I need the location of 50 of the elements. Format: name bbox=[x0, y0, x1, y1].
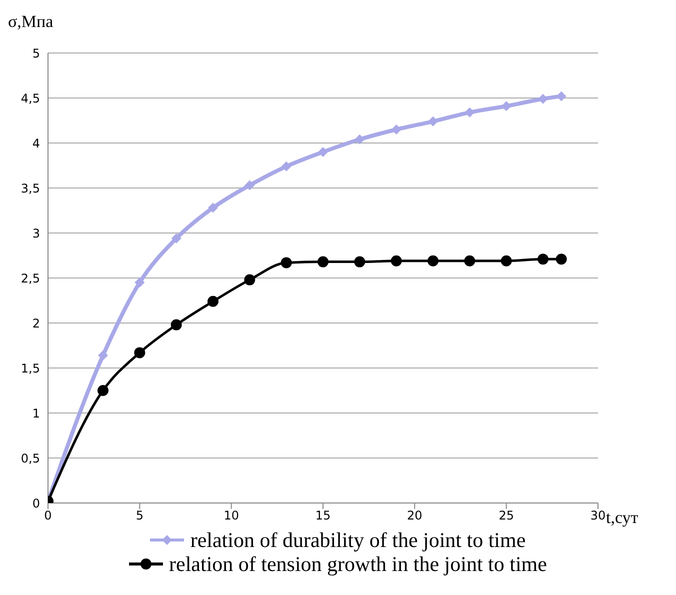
point bbox=[464, 107, 475, 118]
x-tick-label: 20 bbox=[407, 508, 422, 523]
point bbox=[170, 319, 182, 330]
point bbox=[244, 274, 256, 286]
y-tick-label: 5 bbox=[32, 46, 40, 60]
point bbox=[500, 255, 512, 266]
point bbox=[208, 296, 218, 307]
y-tick-label: 2 bbox=[32, 316, 40, 330]
y-tick-label: 4,5 bbox=[20, 91, 40, 106]
y-tick-label: 3 bbox=[32, 226, 40, 240]
point bbox=[390, 255, 402, 266]
point bbox=[391, 124, 402, 134]
legend-label: relation of tension growth in the joint to time bbox=[169, 552, 547, 576]
point bbox=[171, 233, 182, 244]
x-tick-label: 10 bbox=[224, 508, 239, 523]
y-tick-label: 3,5 bbox=[20, 181, 40, 196]
point bbox=[280, 257, 292, 268]
point bbox=[134, 347, 146, 358]
point bbox=[464, 255, 476, 266]
x-tick-label: 15 bbox=[315, 508, 331, 523]
x-tick-label: 30 bbox=[590, 508, 606, 523]
point bbox=[318, 256, 328, 268]
point bbox=[538, 94, 548, 104]
point bbox=[501, 101, 512, 112]
y-tick-label: 0 bbox=[32, 496, 40, 510]
point bbox=[281, 161, 292, 172]
point bbox=[428, 255, 438, 266]
point bbox=[318, 147, 328, 157]
y-tick-label: 2,5 bbox=[20, 271, 40, 286]
y-tick-label: 0,5 bbox=[20, 451, 40, 466]
point bbox=[354, 134, 365, 144]
point bbox=[538, 254, 548, 265]
legend-label: relation of durability of the joint to time bbox=[190, 528, 526, 552]
point bbox=[556, 91, 566, 102]
point bbox=[98, 385, 108, 396]
y-tick-label: 1,5 bbox=[20, 361, 40, 376]
point bbox=[556, 254, 567, 265]
point bbox=[354, 256, 366, 268]
y-axis-title: σ,Мпа bbox=[8, 12, 54, 32]
x-axis-title: t,сут bbox=[606, 508, 638, 528]
x-tick-label: 5 bbox=[136, 508, 144, 523]
point bbox=[134, 278, 145, 288]
x-tick-label: 25 bbox=[498, 508, 514, 523]
y-tick-label: 1 bbox=[32, 406, 40, 420]
point bbox=[98, 350, 108, 360]
y-tick-label: 4 bbox=[32, 136, 40, 150]
x-tick-label: 0 bbox=[44, 508, 52, 523]
point bbox=[208, 202, 218, 213]
point bbox=[244, 180, 255, 190]
point bbox=[428, 116, 438, 126]
